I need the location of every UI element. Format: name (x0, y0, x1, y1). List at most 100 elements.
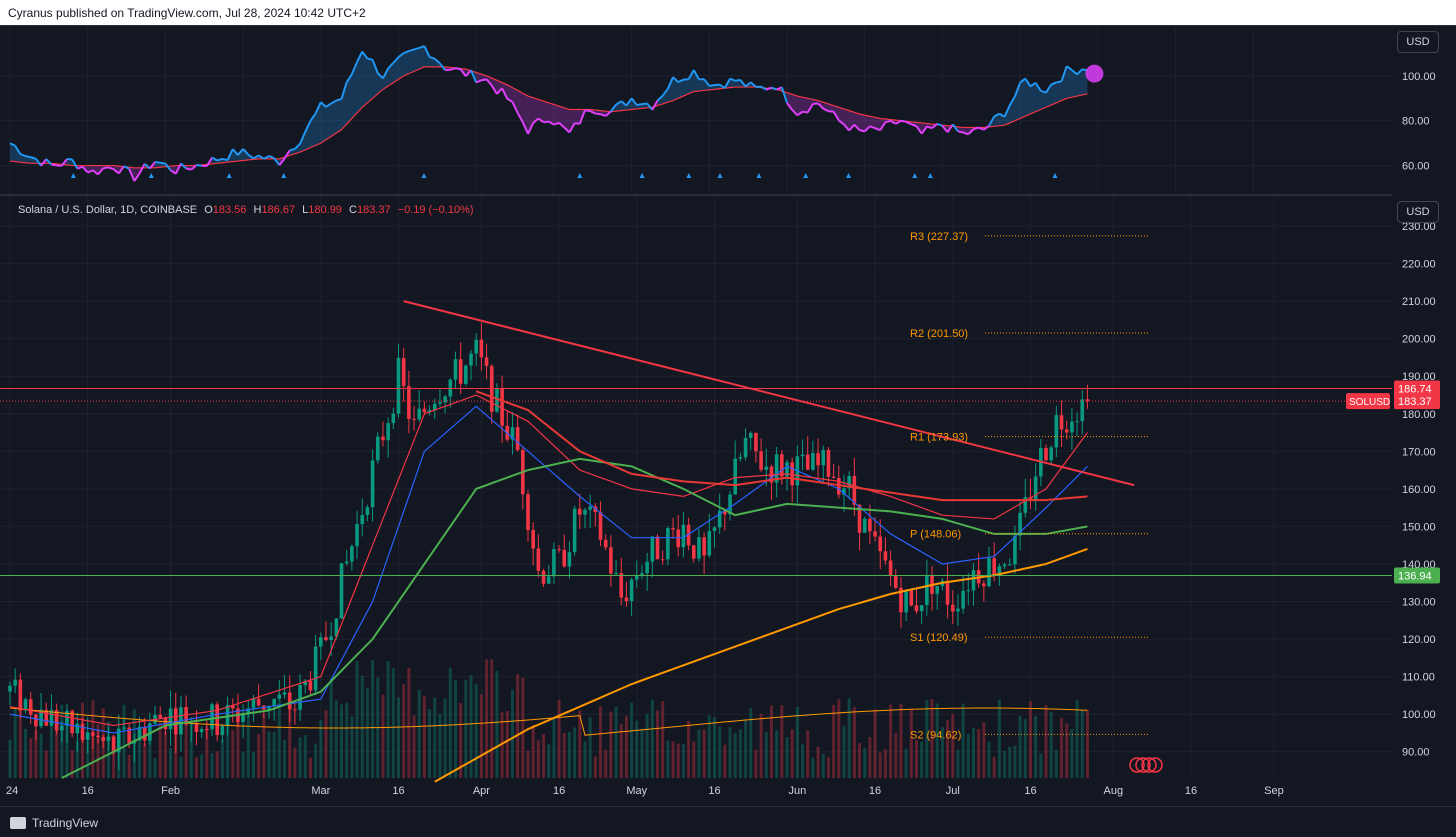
symbol-legend: Solana / U.S. Dollar, 1D, COINBASE O183.… (18, 204, 474, 216)
candle-body (660, 559, 665, 561)
indicator-fill (828, 103, 834, 112)
volume-bar (1054, 750, 1058, 778)
candle-body (774, 454, 779, 483)
volume-bar (687, 720, 691, 778)
indicator-line-segment (164, 163, 172, 171)
price-pane[interactable]: R3 (227.37) R2 (201.50) R1 (173.93) P (148.… (0, 196, 1392, 806)
indicator-fill (1020, 78, 1026, 119)
price-axis-label: 190.00 (1402, 371, 1436, 383)
indicator-line-segment (838, 119, 845, 126)
indicator-line-segment (744, 81, 752, 88)
indicator-line-segment (951, 123, 959, 132)
volume-bar (371, 659, 375, 778)
volume-bar (997, 699, 1001, 778)
volume-bar (65, 709, 69, 778)
indicator-pane[interactable] (0, 27, 1392, 194)
indicator-line-segment (656, 94, 664, 102)
candle-body (655, 536, 660, 560)
indicator-line-segment (470, 69, 478, 83)
indicator-line-segment (859, 129, 865, 133)
candle-body (427, 410, 432, 413)
volume-bar (469, 675, 473, 778)
volume-bar (241, 751, 245, 778)
indicator-line-segment (589, 110, 596, 115)
volume-bar (718, 726, 722, 778)
event-icon (1147, 757, 1163, 773)
candle-body (443, 396, 447, 403)
volume-bar (127, 754, 131, 778)
indicator-line-segment (511, 101, 519, 114)
indicator-fill (673, 77, 679, 101)
indicator-line-segment (703, 78, 711, 87)
volume-bar (645, 713, 649, 778)
volume-bar (44, 750, 48, 778)
candle-body (1002, 564, 1007, 567)
indicator-line-segment (661, 88, 669, 97)
volume-bar (635, 720, 639, 778)
indicator-line-segment (263, 155, 270, 160)
moving-average-line (9, 394, 1088, 727)
time-axis-label: 16 (553, 785, 565, 797)
indicator-line-segment (853, 123, 861, 131)
volume-bar (904, 748, 908, 778)
candle-body (583, 509, 587, 515)
volume-bar (210, 753, 214, 778)
indicator-line-segment (382, 67, 390, 79)
volume-bar (656, 710, 659, 778)
indicator-line-segment (9, 142, 16, 147)
volume-bar (345, 702, 349, 778)
signal-marker (927, 173, 933, 178)
indicator-line-segment (1034, 82, 1042, 92)
indicator-line-segment (630, 97, 638, 106)
volume-bar (951, 714, 955, 778)
indicator-line-segment (568, 122, 576, 133)
indicator-fill (66, 159, 73, 166)
level-price-tag (1394, 380, 1440, 397)
volume-bar (878, 752, 882, 778)
time-axis-label: Aug (1104, 785, 1124, 797)
tradingview-logo[interactable]: TradingView (10, 816, 98, 830)
indicator-line-segment (205, 156, 213, 167)
indicator-line-segment (553, 121, 560, 126)
volume-bar (18, 704, 22, 778)
volume-bar (604, 749, 608, 778)
price-axis[interactable]: 60.00 80.00 100.00 90.00 100.00 110.00 120.00 1… (1392, 26, 1456, 806)
candle-body (598, 512, 603, 540)
volume-bar (702, 729, 706, 778)
pane-separator[interactable] (0, 194, 1456, 196)
candle-body (702, 537, 706, 556)
indicator-line-segment (211, 156, 218, 162)
currency-button-top[interactable]: USD (1397, 31, 1439, 53)
indicator-line-segment (543, 120, 549, 124)
indicator-fill (362, 51, 368, 108)
candle-body (70, 710, 74, 734)
indicator-line-segment (294, 143, 301, 150)
volume-bar (521, 677, 525, 778)
indicator-fill (1030, 82, 1036, 114)
candle-body (205, 728, 209, 730)
indicator-fill (564, 107, 570, 133)
candle-body (733, 458, 737, 495)
indicator-line-segment (532, 117, 540, 124)
indicator-fill (424, 46, 430, 67)
volume-bar (858, 743, 862, 778)
volume-bar (324, 709, 328, 778)
indicator-line-segment (843, 123, 850, 132)
volume-bar (505, 710, 509, 778)
volume-bar (334, 700, 338, 778)
volume-bar (1060, 718, 1064, 778)
candle-body (966, 590, 971, 592)
indicator-fill (414, 47, 420, 72)
indicator-line-segment (962, 131, 969, 136)
volume-bar (75, 741, 79, 778)
indicator-line-segment (646, 102, 654, 111)
candle-body (65, 710, 69, 726)
candle-body (738, 457, 743, 459)
currency-button-main[interactable]: USD (1397, 201, 1439, 223)
candle-body (645, 561, 649, 574)
open-label: O (204, 204, 213, 216)
volume-bar (547, 744, 551, 778)
indicator-fill (875, 117, 881, 131)
indicator-fill (994, 113, 1000, 127)
indicator-fill (512, 87, 518, 114)
